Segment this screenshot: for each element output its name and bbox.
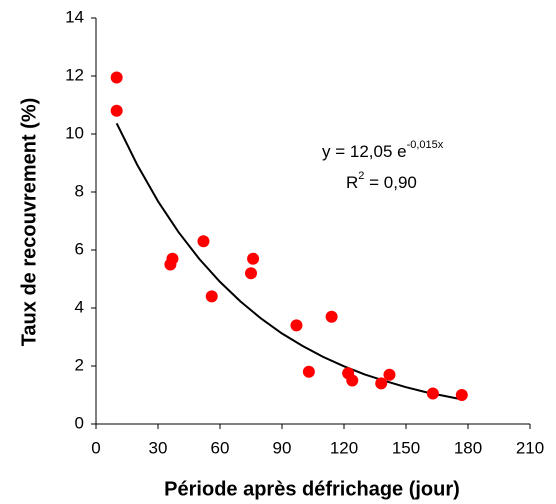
x-tick-label: 150 <box>392 438 420 457</box>
point <box>245 267 257 280</box>
point <box>426 387 439 400</box>
y-tick-label: 2 <box>75 355 84 374</box>
x-tick-label: 0 <box>91 438 100 457</box>
x-tick-label: 210 <box>516 438 544 457</box>
x-axis-title: Période après défrichage (jour) <box>164 478 460 500</box>
point <box>346 374 359 387</box>
y-axis-title: Taux de recouvrement (%) <box>18 98 40 347</box>
x-tick-label: 90 <box>273 438 292 457</box>
x-tick-label: 30 <box>149 438 168 457</box>
y-tick-label: 4 <box>75 297 84 316</box>
y-tick-label: 0 <box>75 413 84 432</box>
point <box>325 310 338 323</box>
equation-exponent: -0,015x <box>407 139 444 151</box>
r2-exponent: 2 <box>358 170 364 182</box>
r-squared: R2 = 0,90 <box>346 170 417 193</box>
point <box>302 365 315 378</box>
trend-line <box>115 122 462 401</box>
y-tick-label: 14 <box>65 7 84 26</box>
x-tick-label: 120 <box>330 438 358 457</box>
point <box>375 377 388 390</box>
point <box>290 319 303 332</box>
y-tick-label: 12 <box>65 65 84 84</box>
y-tick-label: 6 <box>75 239 84 258</box>
point <box>164 258 177 271</box>
equation: y = 12,05 e-0,015x <box>322 139 444 162</box>
point <box>383 368 396 381</box>
point <box>205 290 218 303</box>
equation-text: y = 12,05 e <box>322 142 407 161</box>
point <box>455 389 468 401</box>
point <box>110 104 123 117</box>
point <box>247 252 260 265</box>
point <box>197 235 210 248</box>
r2-rest: = 0,90 <box>364 173 416 192</box>
x-tick-label: 180 <box>454 438 482 457</box>
r2-text: R <box>346 173 358 192</box>
x-tick-label: 60 <box>211 438 230 457</box>
y-tick-label: 8 <box>75 181 84 200</box>
point <box>110 71 123 84</box>
y-tick-label: 10 <box>65 123 84 142</box>
